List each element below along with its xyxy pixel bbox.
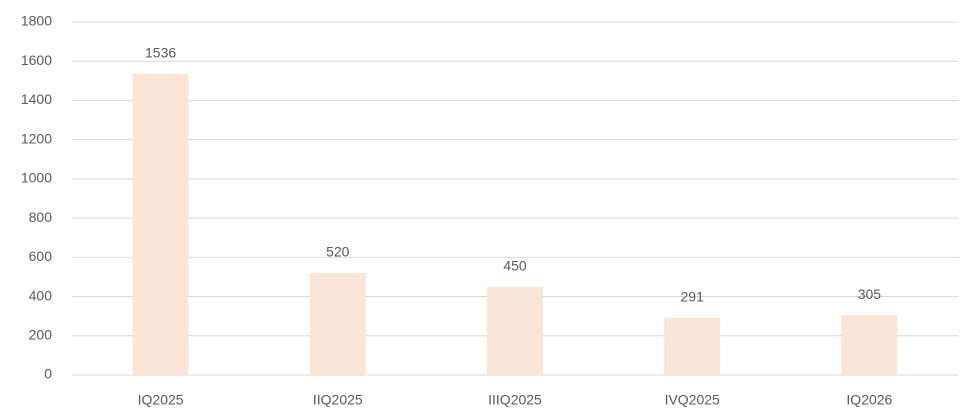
y-tick-label: 200 — [29, 326, 53, 342]
y-tick-label: 600 — [29, 248, 53, 264]
y-tick-label: 1800 — [21, 13, 52, 29]
bar — [309, 273, 366, 375]
bar — [132, 73, 189, 376]
y-tick-label: 0 — [44, 366, 52, 382]
y-tick-label: 800 — [29, 209, 53, 225]
y-tick-label: 400 — [29, 287, 53, 303]
data-label: 450 — [503, 257, 527, 273]
bar — [664, 317, 721, 375]
y-tick-label: 1600 — [21, 52, 52, 68]
x-tick-label: IVQ2025 — [665, 392, 720, 408]
bar — [487, 286, 543, 375]
data-label: 520 — [326, 244, 350, 260]
data-label: 291 — [681, 289, 705, 305]
bar — [841, 315, 898, 375]
x-tick-label: IIIQ2025 — [488, 392, 542, 408]
data-label: 305 — [858, 286, 882, 302]
y-tick-label: 1200 — [21, 130, 52, 146]
x-tick-label: IQ2026 — [846, 392, 892, 408]
x-tick-label: IQ2025 — [138, 392, 184, 408]
y-tick-label: 1400 — [21, 91, 52, 107]
data-label: 1536 — [145, 44, 176, 60]
y-tick-label: 1000 — [21, 170, 52, 186]
x-tick-label: IIQ2025 — [313, 392, 363, 408]
